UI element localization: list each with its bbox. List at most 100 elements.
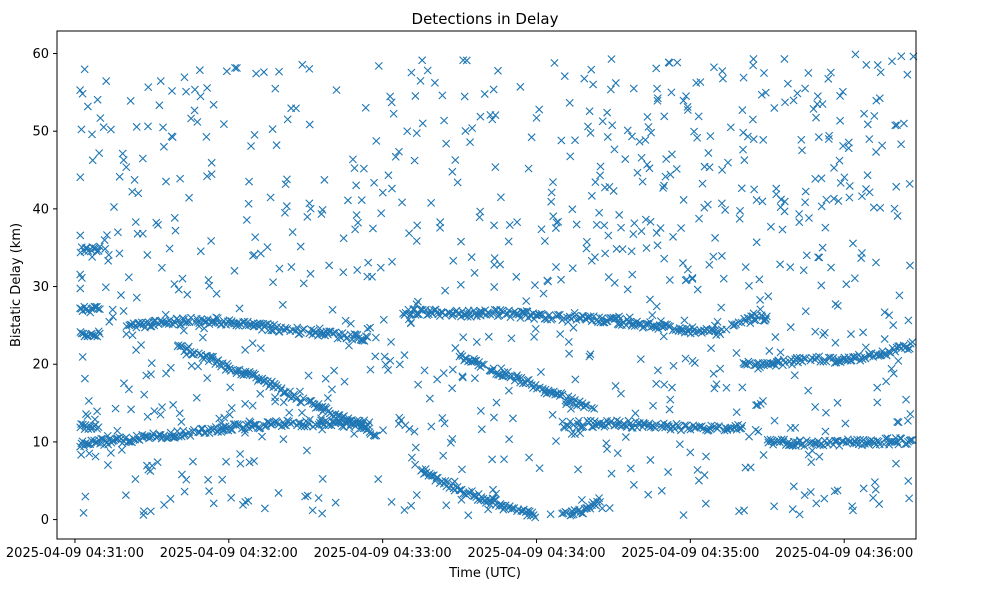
data-point	[397, 416, 406, 425]
data-point	[903, 345, 912, 354]
data-point	[182, 87, 191, 96]
data-point	[225, 410, 234, 419]
data-point	[653, 96, 662, 105]
data-point	[170, 280, 179, 289]
data-point	[448, 479, 457, 488]
data-point	[428, 471, 437, 480]
data-point	[631, 409, 640, 418]
data-point	[567, 510, 576, 519]
data-point	[603, 108, 612, 117]
data-point	[812, 113, 821, 122]
data-point	[209, 100, 218, 109]
data-point	[880, 349, 889, 358]
data-point	[826, 353, 835, 362]
data-point	[876, 203, 885, 212]
data-point	[80, 65, 89, 74]
data-point	[416, 76, 425, 85]
data-point	[694, 112, 703, 121]
data-point	[827, 263, 836, 272]
data-point	[776, 260, 785, 269]
data-point	[652, 379, 661, 388]
data-point	[623, 285, 632, 294]
data-point	[552, 262, 561, 271]
data-point	[743, 132, 752, 141]
data-point	[557, 275, 566, 284]
data-point	[547, 197, 556, 206]
data-point	[458, 372, 467, 381]
data-point	[653, 241, 662, 250]
data-point	[576, 423, 585, 432]
data-point	[811, 327, 820, 336]
data-point	[125, 437, 134, 446]
data-point	[894, 418, 903, 427]
data-point	[232, 63, 241, 72]
data-point	[441, 286, 450, 295]
data-point	[207, 236, 216, 245]
data-point	[853, 435, 862, 444]
data-point	[147, 359, 156, 368]
data-point	[79, 508, 88, 517]
data-point	[442, 501, 451, 510]
data-point	[572, 220, 581, 229]
data-point	[476, 207, 485, 216]
data-point	[486, 111, 495, 120]
data-point	[611, 420, 620, 429]
data-point	[122, 322, 131, 331]
data-point	[809, 438, 818, 447]
data-point	[821, 408, 830, 417]
data-point	[263, 319, 272, 328]
data-point	[111, 404, 120, 413]
data-point	[241, 399, 250, 408]
data-point	[719, 274, 728, 283]
data-point	[755, 275, 764, 284]
data-point	[456, 280, 465, 289]
data-point	[629, 84, 638, 93]
data-point	[134, 189, 143, 198]
data-point	[600, 221, 609, 230]
data-point	[370, 178, 379, 187]
data-point	[423, 66, 432, 75]
data-point	[629, 480, 638, 489]
data-point	[749, 61, 758, 70]
data-point	[438, 91, 447, 100]
data-point	[104, 250, 113, 259]
data-point	[106, 448, 115, 457]
data-point	[838, 87, 847, 96]
data-point	[363, 333, 372, 342]
data-point	[492, 398, 501, 407]
data-point	[363, 324, 372, 333]
data-point	[753, 401, 762, 410]
data-point	[789, 482, 798, 491]
data-point	[442, 139, 451, 148]
data-point	[876, 68, 885, 77]
data-point	[457, 237, 465, 246]
data-point	[275, 67, 284, 76]
data-point	[255, 319, 264, 328]
data-point	[266, 193, 275, 202]
data-point	[679, 195, 688, 204]
data-point	[652, 64, 661, 73]
data-point	[571, 375, 580, 384]
data-point	[388, 257, 397, 266]
data-point	[718, 67, 727, 76]
data-point	[644, 122, 653, 131]
data-point	[591, 178, 600, 187]
data-point	[274, 488, 283, 497]
data-point	[762, 312, 771, 321]
data-point	[681, 276, 690, 285]
data-point	[776, 348, 785, 357]
data-point	[113, 426, 122, 435]
data-point	[185, 318, 194, 327]
data-point	[610, 278, 619, 287]
data-point	[845, 193, 854, 202]
data-point	[158, 403, 167, 412]
data-point	[387, 337, 396, 346]
data-point	[574, 416, 583, 425]
data-point	[617, 223, 626, 232]
data-point	[235, 304, 244, 313]
data-point	[379, 315, 388, 324]
data-point	[558, 417, 567, 426]
data-point	[814, 133, 823, 142]
data-point	[905, 179, 914, 188]
data-point	[491, 163, 500, 172]
